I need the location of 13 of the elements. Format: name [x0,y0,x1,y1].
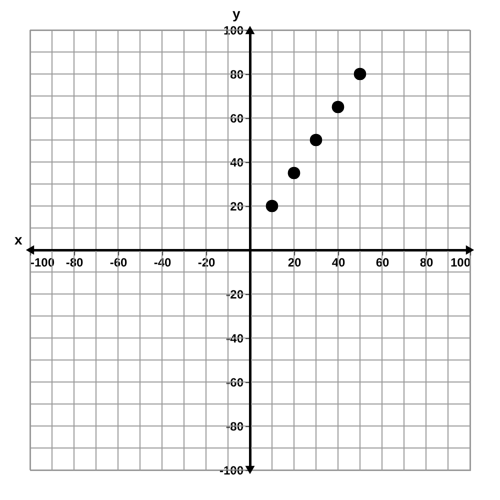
x-tick-label: 20 [288,256,302,270]
point [310,134,322,146]
x-tick-label: 100 [450,256,471,270]
x-tick-label: 60 [376,256,390,270]
x-tick-label: 40 [332,256,346,270]
x-tick-label: -100 [30,256,55,270]
y-axis-title: y [232,6,240,22]
point [354,68,366,80]
point [332,100,344,114]
point [288,166,300,180]
point [266,200,278,212]
x-tick-label: 80 [420,256,434,270]
x-axis-title: x [14,232,22,248]
